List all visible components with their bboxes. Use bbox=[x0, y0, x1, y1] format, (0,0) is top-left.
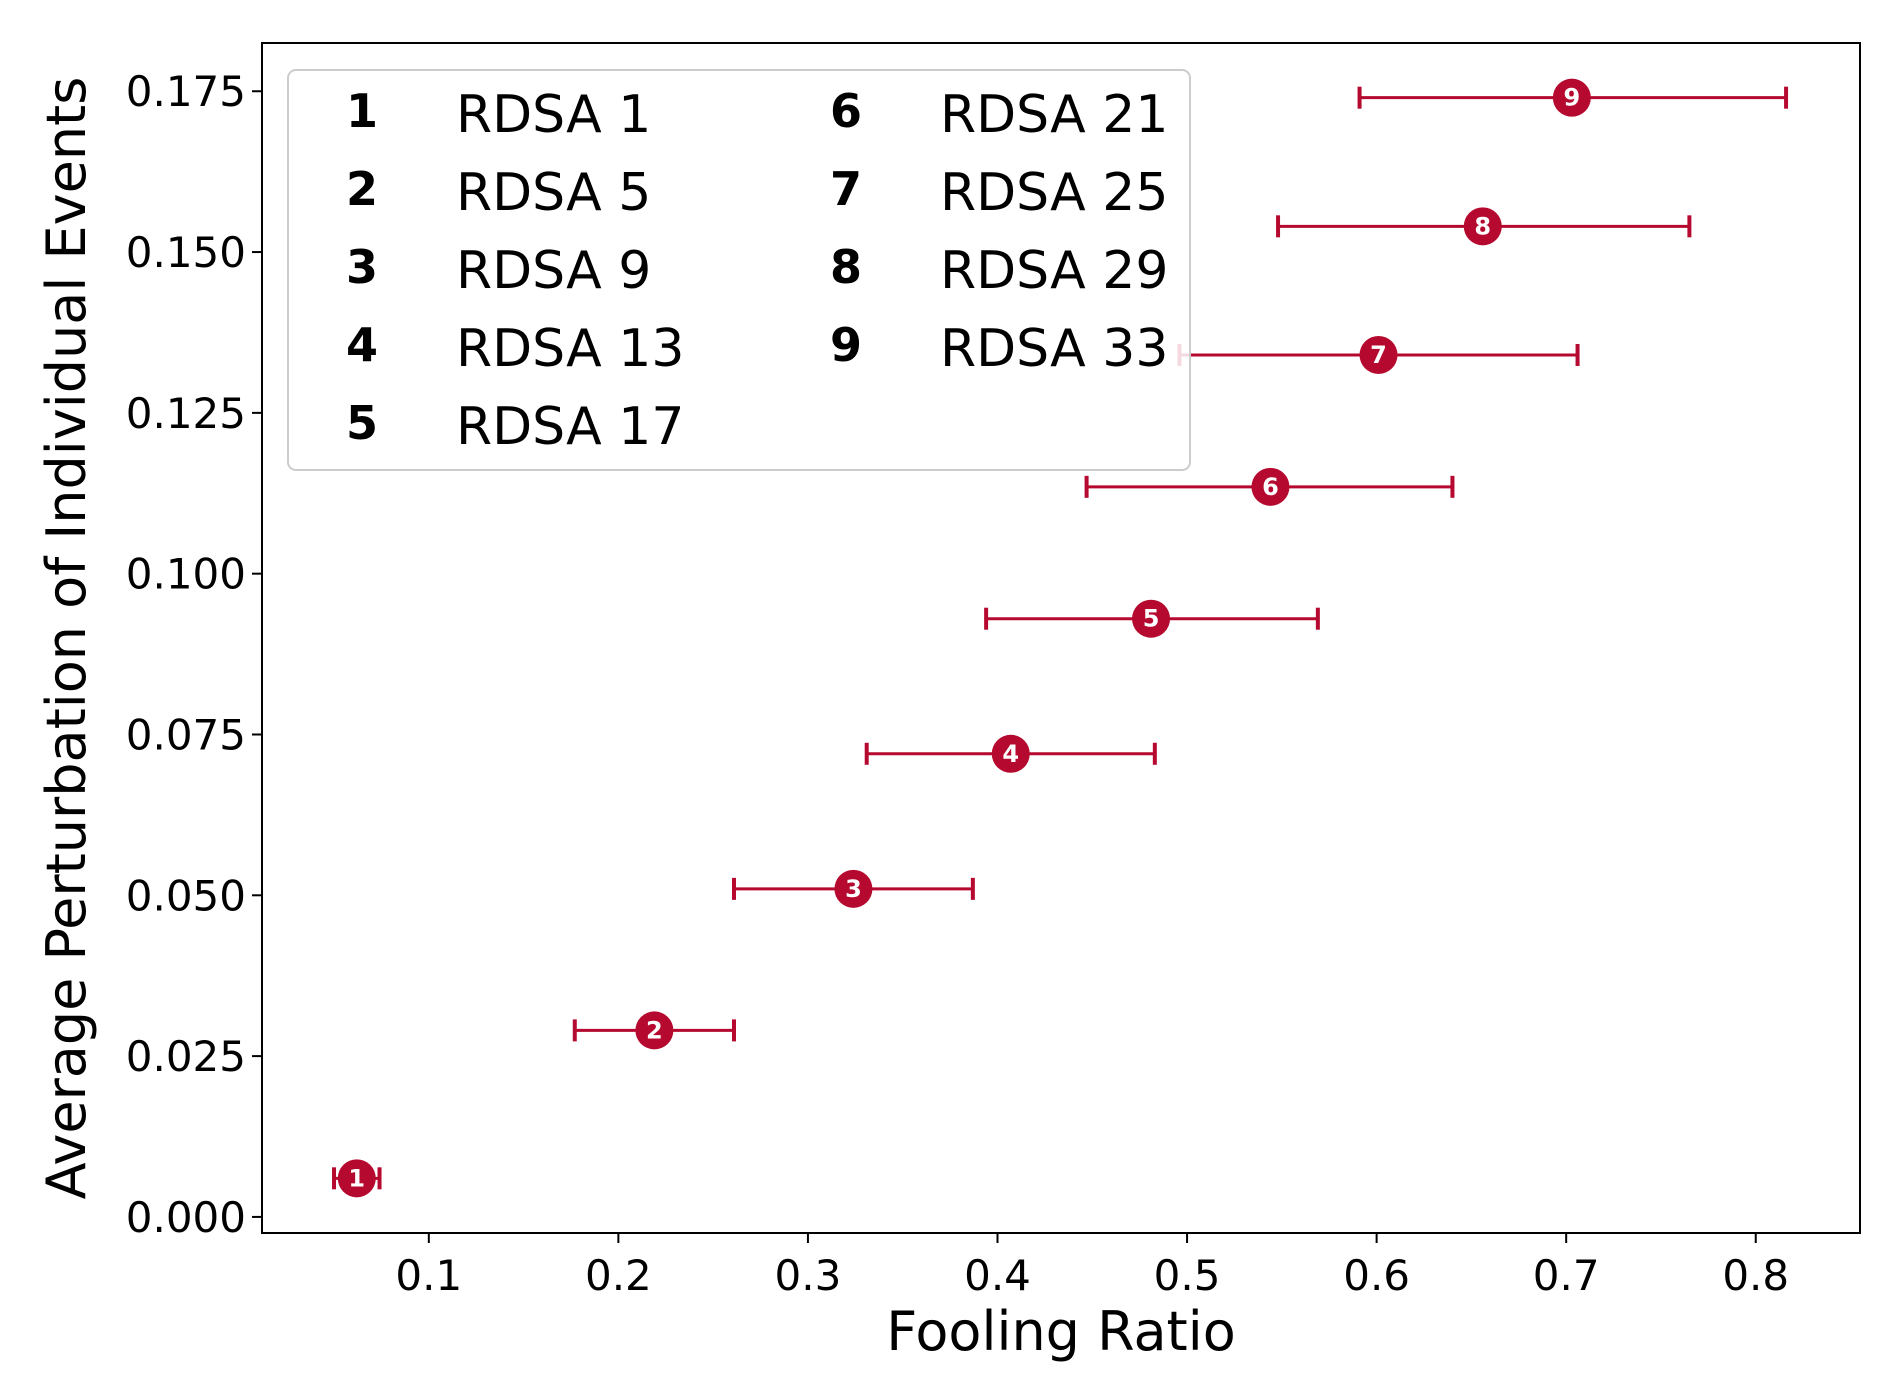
data-point-5: 5 bbox=[984, 599, 1320, 638]
x-tick-label: 0.8 bbox=[1722, 1251, 1789, 1300]
y-tick-label: 0.125 bbox=[126, 389, 246, 438]
legend-item-5: 5 RDSA 17 bbox=[346, 396, 684, 457]
y-tick-label: 0.025 bbox=[126, 1032, 246, 1081]
x-tick-label: 0.6 bbox=[1343, 1251, 1410, 1300]
point-marker-label: 9 bbox=[1564, 84, 1581, 112]
y-tick-label: 0.075 bbox=[126, 710, 246, 759]
data-point-2: 2 bbox=[572, 1011, 737, 1050]
point-marker bbox=[635, 1011, 674, 1050]
legend-label: RDSA 29 bbox=[940, 241, 1168, 301]
point-marker bbox=[1251, 467, 1290, 506]
point-marker bbox=[834, 869, 873, 908]
legend-marker: 5 bbox=[346, 396, 378, 450]
point-marker-label: 4 bbox=[1002, 740, 1019, 768]
legend-marker: 3 bbox=[346, 240, 378, 294]
legend-item-9: 9 RDSA 33 bbox=[830, 318, 1168, 379]
legend-label: RDSA 13 bbox=[456, 319, 684, 379]
data-series: 1 2 3 4 5 6 7 8 9 bbox=[332, 78, 1789, 1198]
data-point-1: 1 bbox=[332, 1159, 382, 1198]
legend-label: RDSA 25 bbox=[940, 163, 1168, 223]
data-point-4: 4 bbox=[864, 734, 1157, 773]
legend-label: RDSA 1 bbox=[456, 85, 651, 145]
legend-marker: 7 bbox=[830, 162, 862, 216]
x-tick-label: 0.4 bbox=[964, 1251, 1031, 1300]
point-marker-label: 1 bbox=[348, 1164, 365, 1192]
point-marker-label: 5 bbox=[1143, 605, 1160, 633]
legend-item-1: 1 RDSA 1 bbox=[346, 84, 651, 145]
y-tick-label: 0.150 bbox=[126, 228, 246, 277]
legend: 1 RDSA 1 2 RDSA 5 3 RDSA 9 4 RDSA 13 5 RDSA 17 6 RD… bbox=[287, 69, 1191, 471]
x-tick-label: 0.5 bbox=[1154, 1251, 1221, 1300]
data-point-8: 8 bbox=[1276, 207, 1692, 246]
x-axis: 0.1 0.2 0.3 0.4 0.5 0.6 0.7 0.8 bbox=[395, 1233, 1789, 1300]
point-marker-label: 2 bbox=[646, 1016, 663, 1044]
x-axis-title: Fooling Ratio bbox=[886, 1300, 1236, 1363]
point-marker bbox=[1132, 599, 1171, 638]
point-marker-label: 6 bbox=[1262, 473, 1279, 501]
data-point-6: 6 bbox=[1084, 467, 1455, 506]
x-tick-label: 0.1 bbox=[395, 1251, 462, 1300]
legend-item-2: 2 RDSA 5 bbox=[346, 162, 651, 223]
legend-label: RDSA 21 bbox=[940, 85, 1168, 145]
legend-label: RDSA 33 bbox=[940, 319, 1168, 379]
legend-box bbox=[287, 69, 1191, 471]
legend-label: RDSA 17 bbox=[456, 397, 684, 457]
legend-marker: 1 bbox=[346, 84, 378, 138]
point-marker-label: 3 bbox=[845, 875, 862, 903]
y-tick-label: 0.000 bbox=[126, 1193, 246, 1242]
y-tick-label: 0.175 bbox=[126, 67, 246, 116]
y-tick-label: 0.050 bbox=[126, 871, 246, 920]
y-axis: 0.000 0.025 0.050 0.075 0.100 0.125 0.150 0.175 bbox=[126, 67, 262, 1242]
legend-item-3: 3 RDSA 9 bbox=[346, 240, 651, 301]
legend-marker: 9 bbox=[830, 318, 862, 372]
legend-marker: 6 bbox=[830, 84, 862, 138]
point-marker bbox=[337, 1159, 376, 1198]
legend-marker: 2 bbox=[346, 162, 378, 216]
data-point-3: 3 bbox=[732, 869, 975, 908]
legend-item-4: 4 RDSA 13 bbox=[346, 318, 684, 379]
legend-label: RDSA 9 bbox=[456, 241, 651, 301]
point-marker bbox=[1463, 207, 1502, 246]
y-tick-label: 0.100 bbox=[126, 550, 246, 599]
point-marker bbox=[991, 734, 1030, 773]
legend-item-6: 6 RDSA 21 bbox=[830, 84, 1168, 145]
legend-marker: 4 bbox=[346, 318, 378, 372]
legend-label: RDSA 5 bbox=[456, 163, 651, 223]
legend-item-7: 7 RDSA 25 bbox=[830, 162, 1168, 223]
point-marker bbox=[1359, 335, 1398, 374]
legend-marker: 8 bbox=[830, 240, 862, 294]
x-tick-label: 0.7 bbox=[1533, 1251, 1600, 1300]
point-marker-label: 8 bbox=[1474, 212, 1491, 240]
point-marker-label: 7 bbox=[1370, 341, 1387, 369]
point-marker bbox=[1552, 78, 1591, 117]
y-axis-title: Average Perturbation of Individual Event… bbox=[35, 77, 98, 1200]
data-point-9: 9 bbox=[1357, 78, 1789, 117]
legend-item-8: 8 RDSA 29 bbox=[830, 240, 1168, 301]
x-tick-label: 0.2 bbox=[585, 1251, 652, 1300]
x-tick-label: 0.3 bbox=[775, 1251, 842, 1300]
